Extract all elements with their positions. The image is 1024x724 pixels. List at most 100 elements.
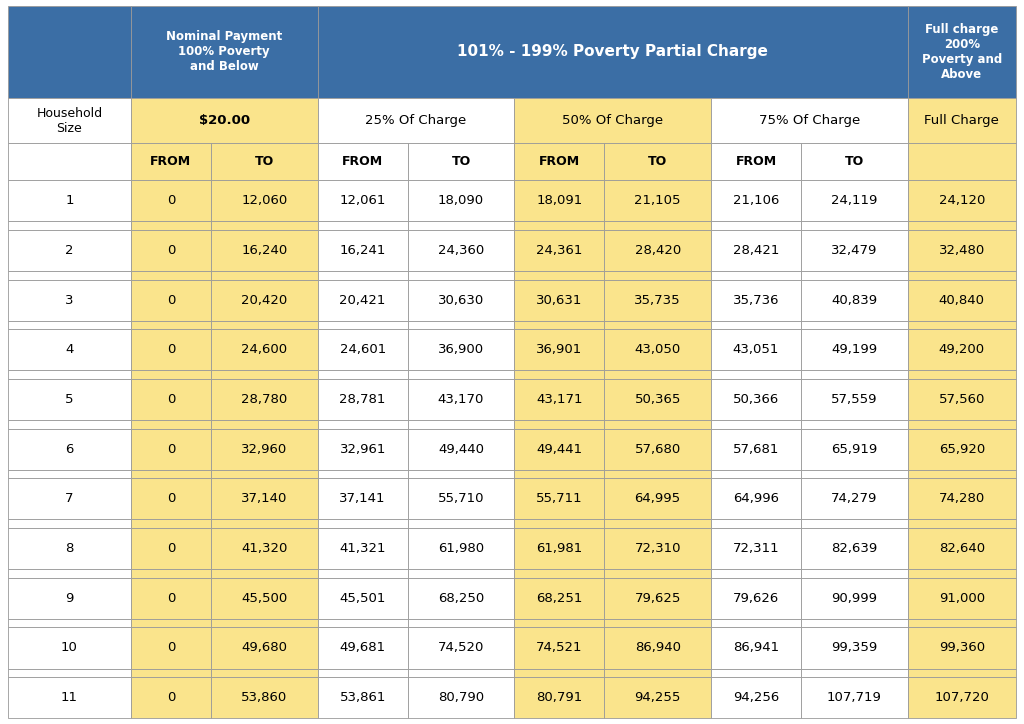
Bar	[408, 221, 514, 230]
Bar	[211, 668, 317, 677]
Bar	[604, 271, 711, 279]
Bar	[604, 668, 711, 677]
Text: 0: 0	[167, 641, 175, 654]
Text: 50,366: 50,366	[733, 393, 779, 406]
Text: 2: 2	[66, 244, 74, 257]
Bar	[408, 329, 514, 370]
Bar	[604, 677, 711, 718]
Bar	[907, 528, 1016, 569]
Bar	[317, 370, 408, 379]
Text: 35,736: 35,736	[733, 293, 779, 306]
Bar	[211, 619, 317, 628]
Bar	[131, 528, 211, 569]
Bar	[211, 420, 317, 429]
Bar	[317, 180, 408, 221]
Text: 64,996: 64,996	[733, 492, 779, 505]
Bar	[211, 143, 317, 180]
Bar	[604, 379, 711, 420]
Bar	[317, 221, 408, 230]
Bar	[907, 379, 1016, 420]
Text: 49,199: 49,199	[831, 343, 878, 356]
Text: 7: 7	[66, 492, 74, 505]
Text: 21,105: 21,105	[635, 194, 681, 207]
Text: TO: TO	[648, 155, 668, 168]
Bar	[317, 329, 408, 370]
Text: 0: 0	[167, 442, 175, 455]
Text: 90,999: 90,999	[831, 592, 878, 605]
Bar	[408, 578, 514, 619]
Bar	[514, 677, 604, 718]
Bar	[604, 279, 711, 321]
Bar	[801, 279, 907, 321]
Text: 37,140: 37,140	[242, 492, 288, 505]
Text: 0: 0	[167, 293, 175, 306]
Text: 36,900: 36,900	[438, 343, 484, 356]
Bar	[8, 221, 131, 230]
Bar	[317, 677, 408, 718]
Text: 107,719: 107,719	[827, 691, 882, 704]
Bar	[8, 143, 131, 180]
Text: 28,780: 28,780	[242, 393, 288, 406]
Bar	[514, 479, 604, 519]
Bar	[408, 470, 514, 479]
Bar	[408, 619, 514, 628]
Bar	[317, 98, 514, 143]
Text: 94,255: 94,255	[635, 691, 681, 704]
Text: 36,901: 36,901	[537, 343, 583, 356]
Bar	[514, 279, 604, 321]
Bar	[907, 230, 1016, 271]
Text: 50% Of Charge: 50% Of Charge	[562, 114, 664, 127]
Text: 24,119: 24,119	[831, 194, 878, 207]
Bar	[514, 221, 604, 230]
Text: 6: 6	[66, 442, 74, 455]
Bar	[131, 379, 211, 420]
Bar	[604, 180, 711, 221]
Bar	[514, 470, 604, 479]
Bar	[317, 578, 408, 619]
Bar	[801, 677, 907, 718]
Bar	[131, 470, 211, 479]
Text: 43,170: 43,170	[438, 393, 484, 406]
Text: 5: 5	[66, 393, 74, 406]
Bar	[801, 578, 907, 619]
Bar	[211, 379, 317, 420]
Bar	[317, 6, 907, 98]
Text: 65,920: 65,920	[939, 442, 985, 455]
Bar	[408, 321, 514, 329]
Bar	[131, 668, 211, 677]
Text: $20.00: $20.00	[199, 114, 250, 127]
Text: 68,250: 68,250	[438, 592, 484, 605]
Text: 24,360: 24,360	[438, 244, 484, 257]
Bar	[408, 429, 514, 470]
Text: 72,310: 72,310	[635, 542, 681, 555]
Bar	[604, 628, 711, 668]
Bar	[8, 528, 131, 569]
Bar	[211, 271, 317, 279]
Text: 11: 11	[61, 691, 78, 704]
Bar	[711, 470, 801, 479]
Bar	[907, 470, 1016, 479]
Bar	[711, 619, 801, 628]
Bar	[711, 230, 801, 271]
Bar	[8, 519, 131, 528]
Text: 82,640: 82,640	[939, 542, 985, 555]
Bar	[131, 619, 211, 628]
Bar	[604, 230, 711, 271]
Bar	[801, 668, 907, 677]
Bar	[408, 271, 514, 279]
Bar	[514, 569, 604, 578]
Text: 74,280: 74,280	[939, 492, 985, 505]
Text: 12,060: 12,060	[242, 194, 288, 207]
Text: 35,735: 35,735	[634, 293, 681, 306]
Bar	[317, 271, 408, 279]
Text: 20,420: 20,420	[242, 293, 288, 306]
Bar	[801, 379, 907, 420]
Bar	[604, 470, 711, 479]
Bar	[408, 569, 514, 578]
Bar	[211, 329, 317, 370]
Text: 32,479: 32,479	[831, 244, 878, 257]
Bar	[514, 519, 604, 528]
Bar	[907, 329, 1016, 370]
Bar	[8, 370, 131, 379]
Bar	[131, 6, 317, 98]
